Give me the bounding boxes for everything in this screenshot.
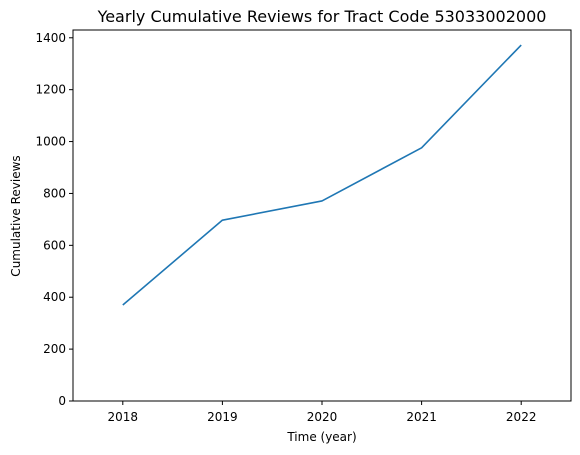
x-tick-label: 2022 [506, 410, 537, 424]
y-tick-label: 800 [43, 186, 66, 200]
x-tick-label: 2021 [406, 410, 437, 424]
chart-title: Yearly Cumulative Reviews for Tract Code… [97, 7, 547, 26]
series-layer [122, 44, 522, 306]
y-tick-label: 1400 [35, 31, 66, 45]
x-axis-label: Time (year) [286, 430, 356, 444]
y-tick-label: 200 [43, 342, 66, 356]
plot-area-frame [72, 29, 572, 402]
y-axis: 0 200 400 600 800 1000 1200 1400 [35, 31, 73, 408]
y-tick-label: 1000 [35, 135, 66, 149]
series-line [122, 44, 522, 306]
y-tick-label: 0 [58, 394, 66, 408]
y-tick-label: 400 [43, 290, 66, 304]
x-tick-label: 2018 [108, 410, 139, 424]
y-axis-label: Cumulative Reviews [9, 155, 23, 276]
x-tick-label: 2020 [307, 410, 338, 424]
y-tick-label: 1200 [35, 83, 66, 97]
y-tick-label: 600 [43, 238, 66, 252]
x-axis: 2018 2019 2020 2021 2022 [108, 401, 537, 424]
x-tick-label: 2019 [207, 410, 238, 424]
